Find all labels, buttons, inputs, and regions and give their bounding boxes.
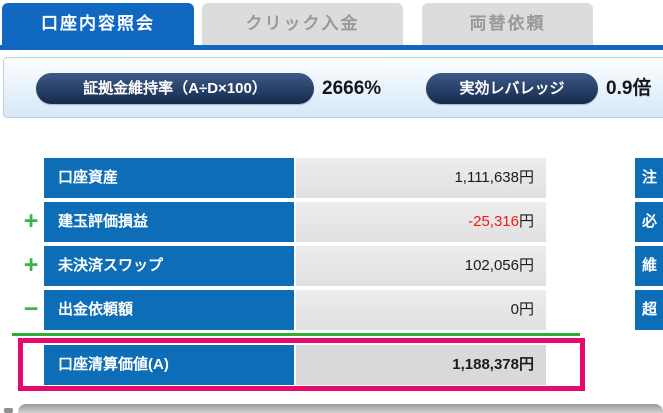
total-row-label-cell: 口座清算価値(A) bbox=[44, 345, 294, 385]
margin-ratio-value: 2666% bbox=[322, 78, 382, 99]
right-table-label-cell: 注 bbox=[635, 158, 663, 198]
plus-operator: + bbox=[23, 207, 39, 235]
bottom-panel-bar bbox=[18, 404, 663, 413]
row-value-cell: 1,111,638円 bbox=[296, 158, 546, 198]
right-table-label-cell: 維 bbox=[635, 246, 663, 286]
row-value-cell: -25,316円 bbox=[296, 202, 546, 242]
row-label-cell: 出金依頼額 bbox=[44, 290, 294, 330]
row-value-cell: 102,056円 bbox=[296, 246, 546, 286]
row-value-cell: 0円 bbox=[296, 290, 546, 330]
row-label-cell: 建玉評価損益 bbox=[44, 202, 294, 242]
tab-quick-deposit[interactable]: クリック入金 bbox=[202, 3, 403, 45]
tab-currency-exchange[interactable]: 両替依頼 bbox=[422, 3, 593, 45]
minus-operator: − bbox=[23, 295, 39, 323]
right-table-label-cell: 超 bbox=[635, 290, 663, 330]
active-tab-underline bbox=[0, 45, 663, 50]
leverage-value: 0.9倍 bbox=[606, 78, 652, 99]
right-table-label-cell: 必 bbox=[635, 202, 663, 242]
bottom-left-partial-icon bbox=[4, 408, 13, 413]
metrics-bar: 証拠金維持率（A÷D×100） 2666% 実効レバレッジ 0.9倍 bbox=[3, 57, 663, 118]
leverage-badge: 実効レバレッジ bbox=[426, 73, 598, 104]
summary-divider-line bbox=[12, 333, 580, 336]
tab-account-inquiry[interactable]: 口座内容照会 bbox=[2, 3, 194, 45]
total-row-value-cell: 1,188,378円 bbox=[296, 345, 546, 385]
plus-operator: + bbox=[23, 251, 39, 279]
row-label-cell: 口座資産 bbox=[44, 158, 294, 198]
row-label-cell: 未決済スワップ bbox=[44, 246, 294, 286]
margin-ratio-badge: 証拠金維持率（A÷D×100） bbox=[36, 73, 314, 104]
